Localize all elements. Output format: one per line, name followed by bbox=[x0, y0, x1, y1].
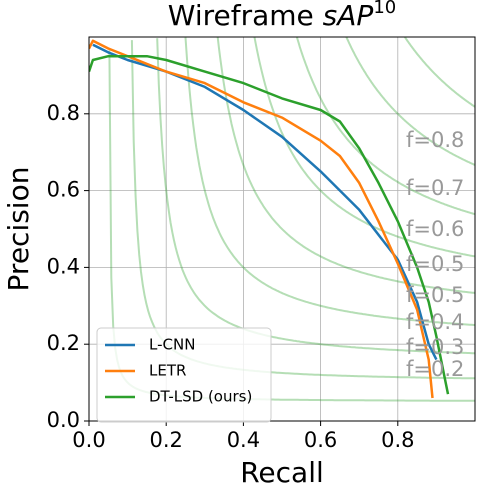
y-axis-label: Precision bbox=[2, 167, 35, 292]
series-line bbox=[89, 39, 434, 399]
y-tick-label: 0.6 bbox=[47, 178, 80, 202]
iso-f-label: f=0.2 bbox=[406, 357, 464, 381]
iso-f-label: f=0.6 bbox=[406, 217, 464, 241]
iso-f-label: f=0.7 bbox=[406, 176, 464, 200]
legend-label: LETR bbox=[149, 362, 186, 380]
iso-f-label: f=0.3 bbox=[406, 335, 464, 359]
iso-f-curve bbox=[216, 37, 475, 295]
iso-f-label: f=0.8 bbox=[406, 128, 464, 152]
x-tick-label: 0.0 bbox=[72, 428, 105, 452]
y-tick-label: 0.0 bbox=[47, 408, 80, 432]
x-axis-label: Recall bbox=[240, 456, 324, 489]
x-tick-label: 0.4 bbox=[227, 428, 260, 452]
legend-label: L-CNN bbox=[149, 336, 195, 354]
legend-box bbox=[96, 327, 272, 423]
iso-f-label: f=0.5 bbox=[406, 252, 464, 276]
iso-f-curve bbox=[253, 37, 475, 258]
legend-label: DT-LSD (ours) bbox=[149, 388, 252, 406]
title-main: Wireframe bbox=[168, 0, 323, 32]
chart-title: Wireframe sAP10 bbox=[168, 0, 396, 32]
x-tick-label: 0.2 bbox=[149, 428, 182, 452]
y-tick-label: 0.4 bbox=[47, 254, 80, 278]
title-superscript: 10 bbox=[373, 0, 396, 18]
iso-f-curve bbox=[404, 37, 475, 109]
title-italic: sAP bbox=[323, 0, 374, 32]
iso-f-curve bbox=[156, 38, 475, 355]
iso-f-label: f=0.4 bbox=[406, 310, 464, 334]
iso-f-curve bbox=[184, 37, 475, 326]
plot-frame bbox=[88, 36, 476, 422]
iso-f-label: f=0.5 bbox=[406, 283, 464, 307]
y-tick-label: 0.2 bbox=[47, 331, 80, 355]
series-line bbox=[89, 54, 450, 395]
x-tick-label: 0.6 bbox=[304, 428, 337, 452]
x-tick-label: 0.8 bbox=[381, 428, 414, 452]
iso-f-curve bbox=[345, 37, 475, 167]
series-line bbox=[92, 43, 438, 361]
y-tick-label: 0.8 bbox=[47, 101, 80, 125]
